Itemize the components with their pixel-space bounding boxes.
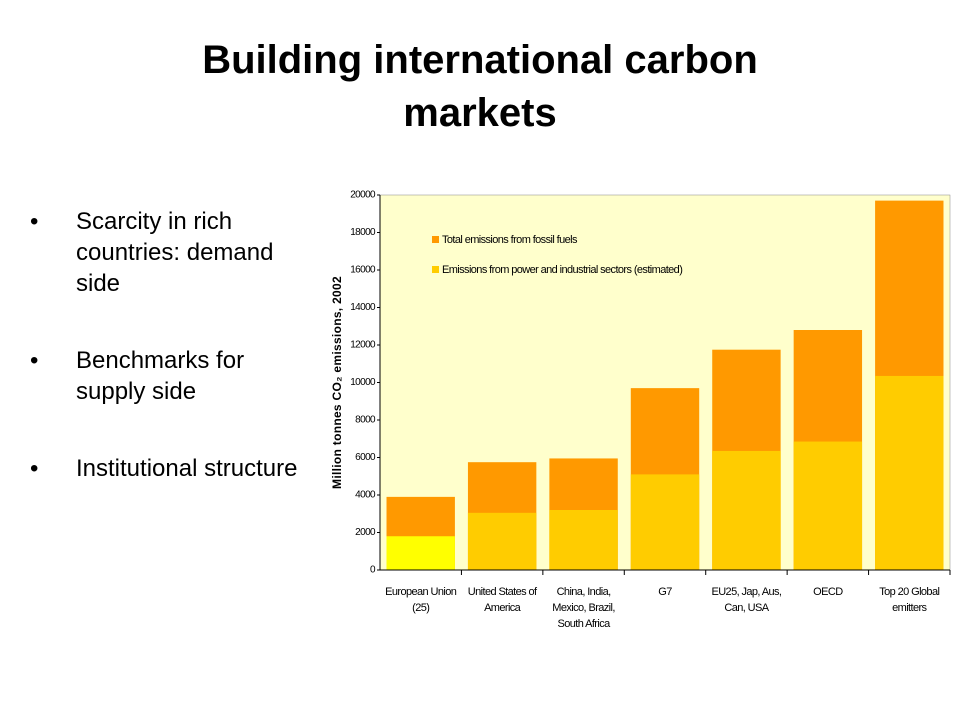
y-tick-label: 18000 — [350, 227, 376, 238]
y-tick-label: 10000 — [350, 377, 376, 388]
x-tick-label: United States of — [468, 586, 538, 598]
bullet-list: Scarcity in rich countries: demand side … — [30, 206, 306, 530]
legend-swatch — [432, 236, 439, 243]
y-axis-label: Million tonnes CO₂ emissions, 2002 — [330, 276, 344, 489]
legend-label: Total emissions from fossil fuels — [442, 234, 578, 246]
x-tick-label: Mexico, Brazil, — [552, 602, 615, 614]
x-tick-label: Top 20 Global — [879, 586, 939, 598]
slide-title: Building international carbon markets — [202, 38, 758, 135]
y-tick-label: 14000 — [350, 302, 376, 313]
bullet: Institutional structure — [30, 453, 306, 484]
y-tick-label: 12000 — [350, 340, 376, 351]
x-tick-label: emitters — [892, 602, 927, 614]
bar — [549, 510, 618, 570]
x-tick-label: EU25, Jap, Aus, — [711, 586, 781, 598]
legend-swatch — [432, 266, 439, 273]
y-tick-label: 6000 — [355, 452, 376, 463]
legend-label: Emissions from power and industrial sect… — [442, 264, 682, 276]
bar — [712, 450, 781, 570]
bullet: Scarcity in rich countries: demand side — [30, 206, 306, 299]
x-tick-label: European Union — [385, 586, 457, 598]
x-tick-label: OECD — [813, 586, 843, 598]
x-tick-label: China, India, — [557, 586, 612, 598]
y-tick-label: 2000 — [355, 527, 376, 538]
bar — [386, 536, 455, 570]
bullet: Benchmarks for supply side — [30, 345, 306, 407]
y-tick-label: 16000 — [350, 265, 376, 276]
x-tick-label: G7 — [658, 586, 672, 598]
bar — [875, 375, 944, 570]
x-tick-label: South Africa — [558, 618, 612, 630]
y-tick-label: 8000 — [355, 415, 376, 426]
bar — [793, 441, 863, 570]
y-tick-label: 0 — [370, 565, 376, 576]
bar — [467, 512, 537, 570]
x-tick-label: (25) — [412, 602, 429, 614]
y-tick-label: 4000 — [355, 490, 376, 501]
x-tick-label: America — [484, 602, 522, 614]
bar — [630, 474, 700, 570]
x-tick-label: Can, USA — [724, 602, 769, 614]
y-tick-label: 20000 — [350, 190, 376, 201]
